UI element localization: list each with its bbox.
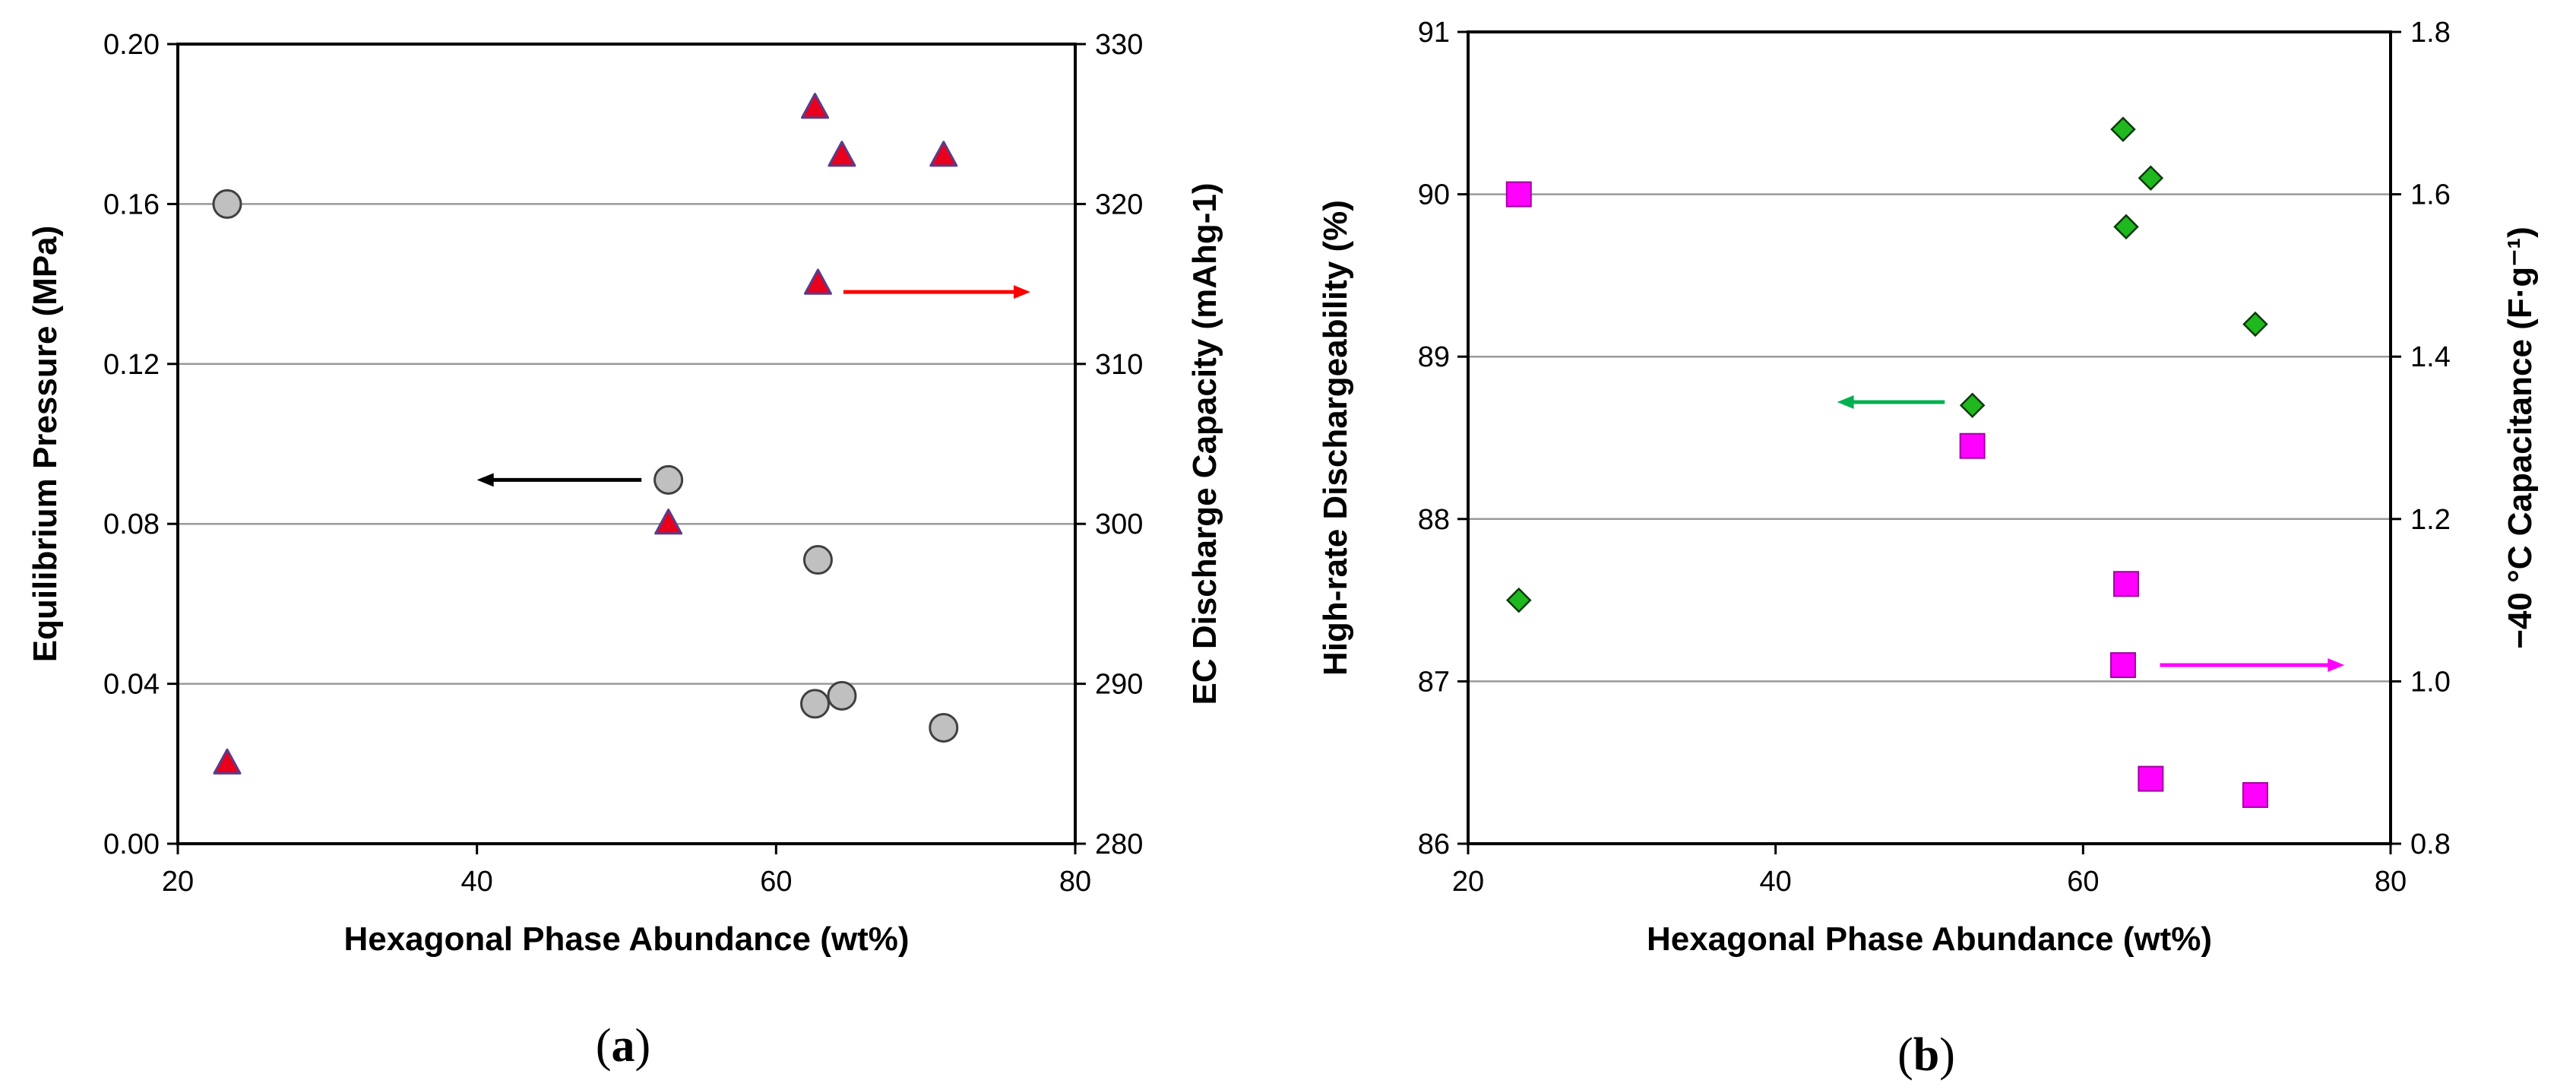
chart-b-x-axis-title: Hexagonal Phase Abundance (wt%) (1647, 920, 2212, 958)
chart-panel-a: 20 40 60 80 0.00 0.04 0.08 0.12 0.16 0.20 280 290 30… (27, 29, 1223, 1072)
chart-a-triangle-point (803, 268, 832, 295)
chart-b-left-arrow-head (1837, 395, 1854, 410)
chart-a-right-tick-label: 320 (1095, 189, 1143, 220)
chart-a-ticks: 20 40 60 80 0.00 0.04 0.08 0.12 0.16 0.20 280 290 30… (103, 29, 1143, 898)
chart-a-right-tick-label: 300 (1095, 509, 1143, 540)
chart-b-x-tick-label: 20 (1452, 866, 1484, 898)
chart-a-left-arrow (476, 473, 642, 487)
chart-b-ticks: 20 40 60 80 86 87 88 89 90 91 0.8 1.0 1.2 1.4 1.6 1.8 (1418, 17, 2451, 898)
chart-a-triangle-point (801, 93, 830, 119)
chart-a-left-tick-label: 0.00 (103, 829, 160, 860)
chart-a-left-tick-label: 0.04 (103, 669, 160, 701)
chart-b-diamond-point (2138, 165, 2164, 192)
chart-b-right-axis-title: −40 °C Capacitance (F·g⁻¹) (2502, 227, 2539, 649)
chart-b-left-axis-title: High-rate Dischargeability (%) (1317, 200, 1354, 676)
chart-b-left-tick-label: 91 (1418, 17, 1450, 49)
chart-a-right-axis-title: EC Discharge Capacity (mAhg-1) (1186, 182, 1223, 705)
chart-a-circle-point (800, 689, 831, 719)
chart-b-square-point (2138, 765, 2164, 792)
chart-a-circle-point (929, 712, 959, 743)
chart-b-panel-label: (b) (1897, 1029, 1955, 1081)
chart-a-left-tick-label: 0.20 (103, 29, 160, 61)
chart-b-x-tick-label: 80 (2375, 866, 2407, 898)
chart-b-series-diamond (1506, 116, 2268, 613)
chart-b-right-tick-label: 1.6 (2410, 179, 2451, 211)
chart-a-right-tick-label: 330 (1095, 29, 1143, 61)
chart-b-right-tick-label: 0.8 (2410, 829, 2451, 860)
chart-b-right-arrow-head (2328, 658, 2345, 673)
chart-b-right-tick-label: 1.4 (2410, 341, 2451, 373)
chart-a-right-arrow-head (1013, 285, 1030, 299)
chart-b-left-arrow (1837, 395, 1945, 410)
chart-b-diamond-point (2113, 214, 2139, 240)
chart-a-series-circle (212, 189, 959, 743)
chart-b-right-tick-label: 1.8 (2410, 17, 2451, 49)
chart-b-diamond-point (1959, 392, 1986, 419)
chart-b-x-tick-label: 40 (1760, 866, 1792, 898)
chart-a-series-triangle (213, 93, 958, 775)
chart-a-right-tick-label: 310 (1095, 349, 1143, 381)
chart-a-x-axis-title: Hexagonal Phase Abundance (wt%) (343, 920, 909, 958)
chart-a-left-tick-label: 0.08 (103, 509, 160, 540)
chart-a-x-tick-label: 60 (760, 866, 792, 898)
chart-a-x-tick-label: 40 (461, 866, 493, 898)
chart-a-arrows (476, 285, 1030, 487)
chart-b-diamond-point (2242, 311, 2268, 337)
chart-b-left-tick-label: 89 (1418, 341, 1450, 373)
chart-panel-b: 20 40 60 80 86 87 88 89 90 91 0.8 1.0 1.2 1.4 1.6 1.8 H… (1317, 17, 2539, 1081)
chart-a-left-tick-label: 0.16 (103, 189, 160, 220)
chart-b-square-point (2109, 652, 2136, 679)
chart-b-right-arrow (2160, 658, 2345, 673)
chart-a-triangle-point (213, 748, 242, 775)
chart-a-x-tick-label: 80 (1059, 866, 1091, 898)
chart-a-circle-point (653, 464, 684, 495)
chart-a-x-tick-label: 20 (162, 866, 194, 898)
chart-a-triangle-point (929, 141, 958, 167)
chart-a-series (212, 93, 959, 775)
chart-b-right-tick-label: 1.0 (2410, 666, 2451, 698)
chart-b-left-tick-label: 86 (1418, 829, 1450, 860)
chart-a-right-tick-label: 290 (1095, 669, 1143, 701)
chart-b-right-tick-label: 1.2 (2410, 504, 2451, 536)
chart-b-x-tick-label: 60 (2067, 866, 2099, 898)
chart-b-series-square (1505, 181, 2268, 808)
chart-a-panel-label: (a) (596, 1020, 650, 1072)
chart-a-grid (178, 203, 1075, 685)
chart-b-left-tick-label: 90 (1418, 179, 1450, 211)
chart-b-diamond-point (2110, 116, 2136, 142)
chart-b-square-point (1505, 181, 1532, 208)
chart-b-left-tick-label: 88 (1418, 504, 1450, 536)
chart-a-left-arrow-head (476, 473, 494, 487)
chart-a-left-axis-title: Equilibrium Pressure (MPa) (27, 226, 64, 663)
chart-b-diamond-point (1506, 587, 1532, 613)
chart-a-plot-area (176, 43, 1077, 845)
chart-b-square-point (2112, 571, 2139, 597)
chart-b-square-point (2242, 781, 2268, 808)
chart-b-left-tick-label: 87 (1418, 666, 1450, 698)
chart-a-triangle-point (828, 141, 856, 167)
chart-b-arrows (1837, 395, 2345, 673)
chart-a-right-arrow (843, 285, 1030, 299)
chart-a-circle-point (802, 545, 833, 575)
chart-a-right-tick-label: 280 (1095, 829, 1143, 860)
chart-a-left-tick-label: 0.12 (103, 349, 160, 381)
chart-a-circle-point (212, 189, 242, 219)
chart-b-plot-area (1467, 30, 2392, 845)
chart-a-circle-point (827, 680, 857, 711)
chart-b-grid (1468, 193, 2391, 683)
chart-b-series (1505, 116, 2268, 808)
chart-b-square-point (1959, 433, 1986, 459)
chart-a-triangle-point (654, 509, 683, 535)
